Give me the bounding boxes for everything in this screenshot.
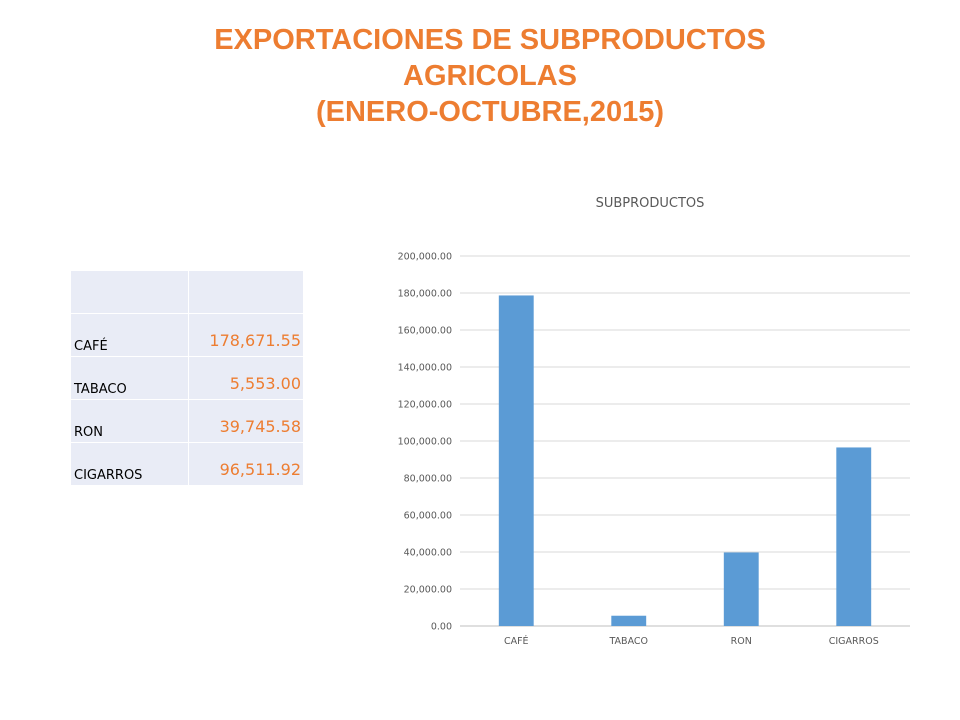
y-tick-label: 20,000.00 [404,585,452,596]
y-tick-label: 40,000.00 [404,548,452,559]
y-tick-label: 80,000.00 [404,474,452,485]
bar [611,615,647,626]
bar [836,447,872,626]
table-header-cell [70,270,189,314]
table-row: CAFÉ 178,671.55 [70,313,304,357]
table-row-value: 39,745.58 [188,399,304,443]
table-row-value: 5,553.00 [188,356,304,400]
table-row-value: 178,671.55 [188,313,304,357]
bar [498,295,534,626]
x-tick-label: CAFÉ [504,635,529,647]
y-tick-label: 200,000.00 [398,252,452,263]
bar-chart: SUBPRODUCTOS 0.00 20,000.00 40,000.00 60,00… [398,196,910,647]
title-line-3: (ENERO-OCTUBRE,2015) [315,96,665,128]
table-row: RON 39,745.58 [70,399,304,443]
y-tick-label: 0.00 [431,622,452,633]
table-header-cell [188,270,304,314]
bar [723,552,759,626]
chart-title: SUBPRODUCTOS [596,196,705,211]
table-row: TABACO 5,553.00 [70,356,304,400]
y-tick-label: 120,000.00 [398,400,452,411]
table-header-row [70,270,304,314]
data-table: CAFÉ 178,671.55 TABACO 5,553.00 RON 39,7… [70,270,304,486]
title-line-2: AGRICOLAS [403,60,577,92]
x-tick-label: TABACO [608,636,648,647]
title-line-1: EXPORTACIONES DE SUBPRODUCTOS [214,24,766,56]
x-tick-label: RON [731,636,752,647]
y-tick-label: 180,000.00 [398,289,452,300]
y-tick-label: 140,000.00 [398,363,452,374]
y-tick-label: 100,000.00 [398,437,452,448]
table-row-label: CIGARROS [70,442,189,486]
table-row-label: CAFÉ [70,313,189,357]
table-row-label: RON [70,399,189,443]
table-row-label: TABACO [70,356,189,400]
y-tick-label: 60,000.00 [404,511,452,522]
table-row: CIGARROS 96,511.92 [70,442,304,486]
x-tick-label: CIGARROS [829,636,879,647]
page-title: EXPORTACIONES DE SUBPRODUCTOS AGRICOLAS … [0,22,960,130]
y-tick-label: 160,000.00 [398,326,452,337]
table-row-value: 96,511.92 [188,442,304,486]
